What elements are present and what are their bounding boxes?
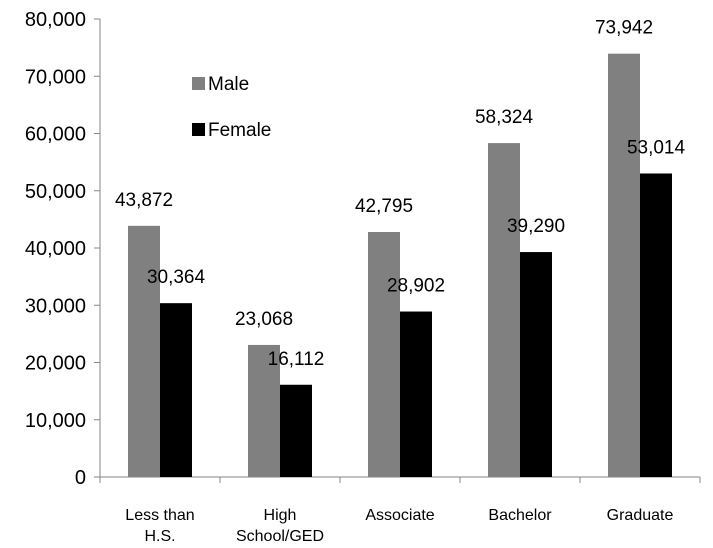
y-tick-label: 70,000 (25, 66, 86, 88)
data-label-male: 43,872 (115, 190, 173, 211)
x-category-label: Graduate (607, 507, 674, 524)
data-label-female: 39,290 (507, 216, 565, 237)
legend-label-male: Male (208, 74, 249, 95)
x-category-label: Less than H.S. (125, 507, 194, 545)
y-tick-label: 50,000 (25, 181, 86, 203)
y-tick-label: 60,000 (25, 124, 86, 146)
bar-male (608, 53, 640, 478)
y-tick-label: 10,000 (25, 410, 86, 432)
bar-female (160, 303, 192, 477)
x-category-label: High School/GED (236, 507, 324, 545)
bar-male (368, 231, 400, 477)
y-tick-label: 0 (75, 467, 86, 489)
bar-male (128, 225, 160, 477)
legend-swatch-male (192, 77, 205, 90)
bar-female (400, 311, 432, 477)
bar-female (520, 252, 552, 477)
data-label-female: 16,112 (268, 349, 325, 370)
bar-male (488, 143, 520, 477)
y-tick-label: 30,000 (25, 295, 86, 317)
bar-female (640, 173, 672, 477)
x-category-label: Associate (365, 507, 434, 524)
data-label-male: 42,795 (355, 196, 413, 217)
y-tick-label: 40,000 (25, 238, 86, 260)
bar-male (248, 344, 280, 477)
data-label-female: 28,902 (387, 276, 445, 297)
y-tick-label: 80,000 (25, 9, 86, 31)
y-tick-label: 20,000 (25, 353, 86, 375)
data-label-female: 30,364 (147, 267, 206, 288)
legend-label-female: Female (208, 120, 271, 141)
data-label-female: 53,014 (627, 137, 686, 158)
legend-swatch-female (192, 123, 205, 136)
data-label-male: 73,942 (595, 18, 653, 39)
data-label-male: 23,068 (235, 309, 293, 330)
x-category-label: Bachelor (488, 507, 552, 524)
data-label-male: 58,324 (475, 107, 534, 128)
bar-female (280, 384, 312, 477)
